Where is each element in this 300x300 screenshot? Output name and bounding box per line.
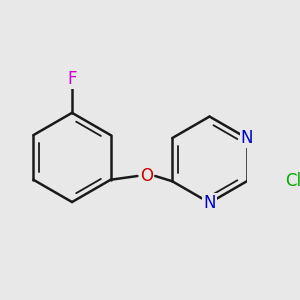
- Text: N: N: [203, 194, 216, 212]
- Text: F: F: [67, 70, 77, 88]
- Text: Cl: Cl: [285, 172, 300, 190]
- Text: O: O: [140, 167, 153, 185]
- Text: N: N: [241, 129, 253, 147]
